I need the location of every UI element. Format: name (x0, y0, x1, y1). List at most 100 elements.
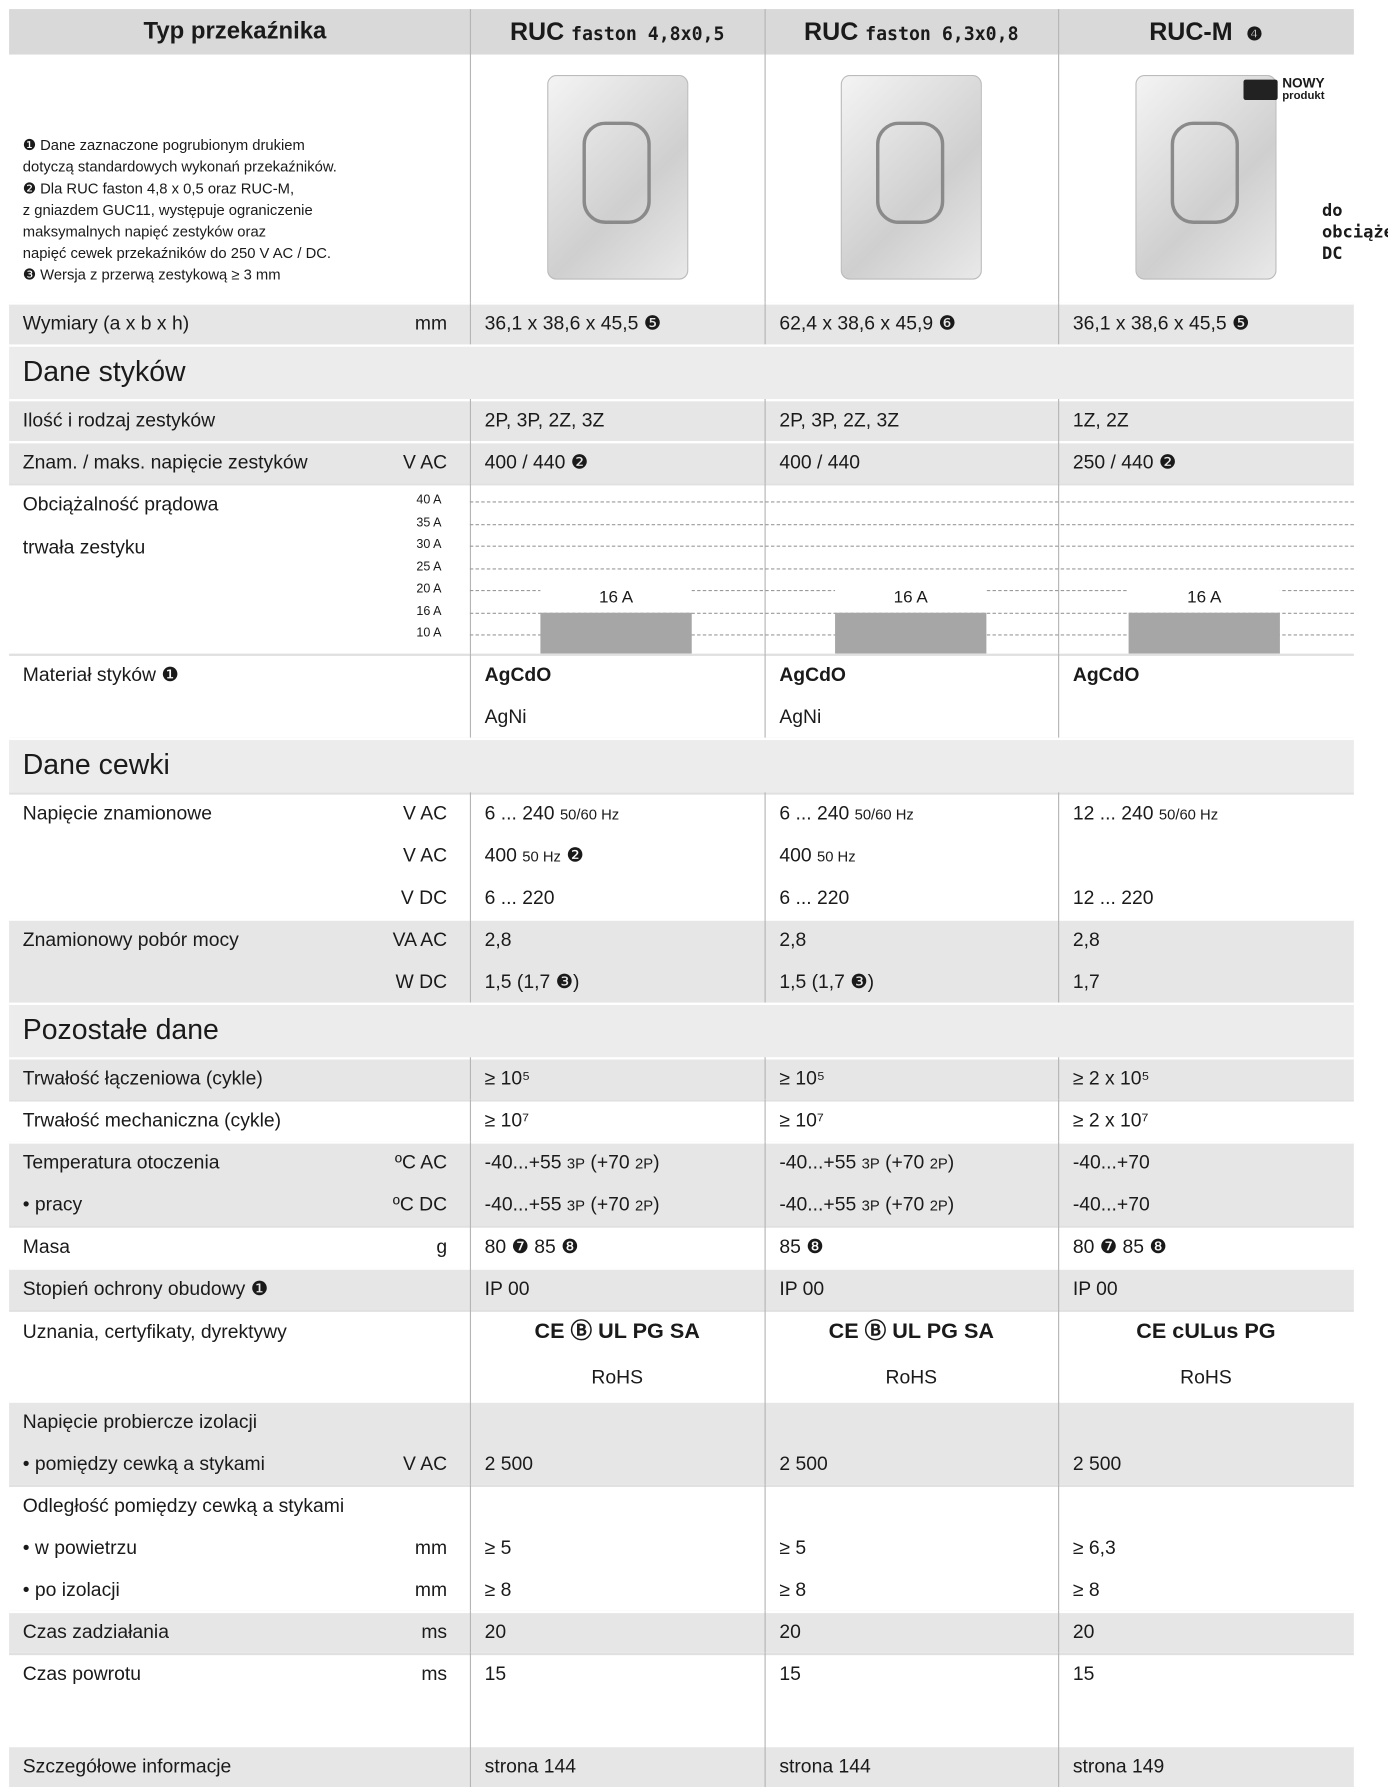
badge-icon (1243, 79, 1278, 101)
row-label: • w powietrzu (22, 1536, 138, 1559)
cell-text: RoHS (885, 1366, 938, 1389)
cell-small: faston 4,8x0,5 (571, 22, 725, 45)
cell-text: ❷ (560, 844, 584, 867)
column-divider (764, 1099, 766, 1142)
column-divider (1058, 54, 1060, 303)
cell-small: 2P (635, 1197, 654, 1215)
column-divider (469, 1225, 472, 1268)
row (9, 399, 1354, 442)
cell: 36,1 x 38,6 x 45,5 ❺ (485, 302, 661, 344)
cell-text: 2 500 (484, 1452, 534, 1475)
cell: 1Z, 2Z (1073, 399, 1129, 441)
column-divider (469, 1744, 472, 1787)
cell: 2 500 (779, 1443, 827, 1485)
cell: ≥ 8 (779, 1569, 806, 1611)
cell: 400 50 Hz ❷ (485, 834, 584, 877)
cell-text: -40...+70 (1072, 1151, 1150, 1174)
column-divider (1058, 1484, 1060, 1611)
row-unit: mm (414, 1579, 448, 1601)
cell-text: 400 (484, 844, 523, 867)
cell-text: 20 (779, 1621, 801, 1643)
cell: AgNi (779, 696, 821, 738)
cell: 80 ❼ 85 ❽ (485, 1225, 579, 1267)
cell: ≥ 5 (779, 1527, 806, 1569)
column-divider (469, 1400, 472, 1485)
cell: AgCdO (779, 654, 846, 696)
cell: ≥ 10⁷ (485, 1099, 530, 1141)
row-label: • pracy (22, 1193, 83, 1216)
column-divider (1058, 1744, 1060, 1787)
column-divider (764, 1225, 766, 1268)
row-label: Szczegółowe informacje (22, 1755, 232, 1777)
dc-note: obciążeń (1322, 221, 1388, 243)
section-heading-row (9, 344, 1354, 400)
column-divider (1058, 792, 1060, 919)
cell-text: 80 ❼ 85 ❽ (1072, 1235, 1167, 1258)
row-unit: ms (421, 1663, 448, 1685)
cell-text: 2P, 3P, 2Z, 3Z (484, 409, 605, 431)
cell-text: ) (653, 1151, 660, 1174)
grid-line (469, 523, 1354, 525)
row (9, 1225, 1354, 1268)
cell: -40...+70 (1073, 1183, 1150, 1225)
row-unit: g (436, 1235, 448, 1258)
note-line: maksymalnych napięć zestyków oraz (22, 222, 267, 240)
row-unit: V AC (403, 802, 448, 825)
cell-small: 50/60 Hz (854, 805, 914, 824)
cell-small: 50 Hz (816, 848, 856, 866)
cell: -40...+55 3P (+70 2P) (485, 1141, 660, 1184)
cell: ≥ 2 x 10⁵ (1073, 1057, 1150, 1099)
row-label: Napięcie znamionowe (22, 802, 212, 825)
row-unit: mm (414, 1536, 448, 1559)
cell: AgNi (485, 696, 527, 738)
cell-text: 1,5 (1,7 ❸) (484, 970, 580, 993)
cell: 15 (1073, 1653, 1095, 1695)
cell-text: IP 00 (779, 1277, 825, 1300)
cell-text: 400 / 440 ❷ (484, 451, 589, 473)
row-unit: V AC (403, 1452, 448, 1475)
row (9, 1484, 1354, 1611)
column-divider (469, 1141, 472, 1226)
row (9, 441, 1354, 484)
cell: ≥ 6,3 (1073, 1527, 1116, 1569)
cell-text: 2,8 (779, 928, 807, 951)
row (9, 1744, 1354, 1787)
row-unit: V AC (403, 844, 448, 867)
cell: CE Ⓑ UL PG SA (765, 1310, 1059, 1355)
cell: -40...+70 (1073, 1141, 1150, 1183)
cell-small: 2P (929, 1197, 948, 1215)
cell: 6 ... 240 50/60 Hz (779, 792, 913, 835)
column-divider (1058, 399, 1060, 442)
bar (540, 612, 692, 654)
cell: 2,8 (779, 919, 806, 961)
cell: strona 144 (779, 1745, 870, 1787)
cell-text: RUC-M (1149, 17, 1240, 46)
row-label: Znamionowy pobór mocy (22, 928, 239, 951)
cell-text: 12 ... 240 (1072, 802, 1159, 825)
cell-text: ≥ 2 x 10⁷ (1072, 1109, 1149, 1132)
cell-text: ≥ 5 (484, 1536, 512, 1559)
new-badge: NOWY produkt (1243, 75, 1346, 109)
cell: ≥ 10⁷ (779, 1099, 824, 1141)
cell-text: -40...+55 (779, 1151, 862, 1174)
row-label: Obciążalność prądowa (22, 493, 219, 515)
cell-text: 1,7 (1072, 970, 1100, 993)
column-divider (764, 1744, 766, 1787)
cell: 20 (485, 1611, 507, 1653)
cell-text: 36,1 x 38,6 x 45,5 ❺ (1072, 312, 1250, 335)
note-line: ❶ Dane zaznaczone pogrubionym drukiem (22, 136, 305, 154)
header-cell: RUC faston 4,8x0,5 (470, 9, 765, 57)
cell: 400 / 440 ❷ (485, 441, 588, 483)
column-divider (469, 918, 472, 1003)
column-divider (764, 441, 766, 484)
cell-text: 2,8 (484, 928, 512, 951)
dc-note: do (1322, 200, 1343, 221)
cell-small: 3P (861, 1197, 880, 1215)
cell-text: CE Ⓑ UL PG SA (828, 1319, 994, 1344)
cell-text: strona 144 (484, 1755, 577, 1777)
column-divider (469, 1652, 472, 1745)
column-divider (469, 399, 472, 442)
note-line: ❷ Dla RUC faston 4,8 x 0,5 oraz RUC-M, (22, 179, 295, 197)
column-divider (1058, 1267, 1060, 1310)
